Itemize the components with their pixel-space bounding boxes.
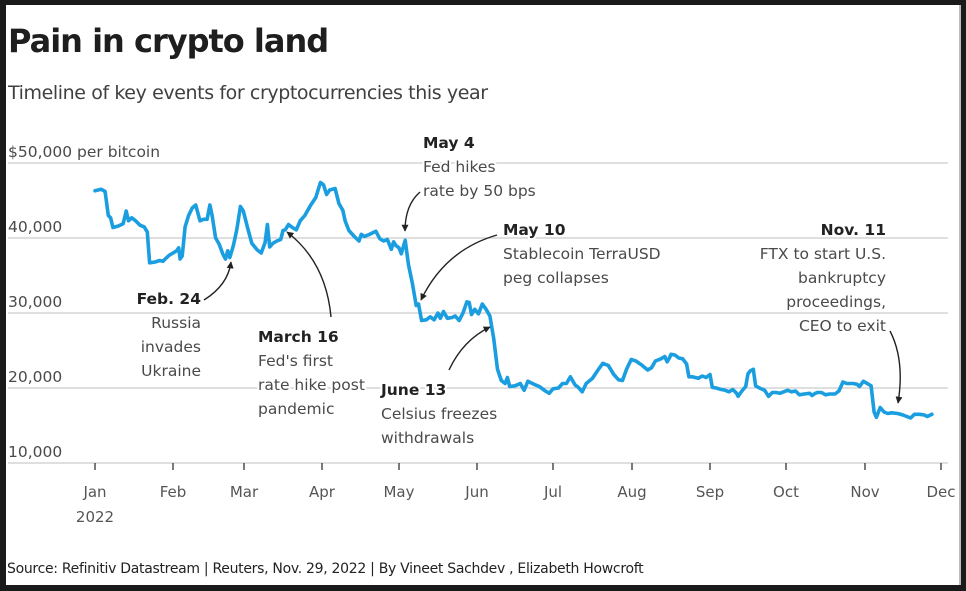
annotation-arrow <box>889 330 903 404</box>
x-tick-label: Oct <box>773 483 799 501</box>
annotation-text: Fed hikes <box>423 158 496 176</box>
x-tick-label: Apr <box>309 483 336 501</box>
annotation-text: pandemic <box>258 400 334 418</box>
annotation-text: CEO to exit <box>799 317 886 335</box>
annotation-text: bankruptcy <box>798 269 886 287</box>
annotation-date: March 16 <box>258 328 339 346</box>
annotation-date: Nov. 11 <box>821 221 886 239</box>
annotation-date: Feb. 24 <box>137 290 202 308</box>
chart-subtitle: Timeline of key events for cryptocurrenc… <box>8 82 488 104</box>
x-tick-label: Mar <box>230 483 259 501</box>
chart-title: Pain in crypto land <box>8 22 329 60</box>
annotation-arrow <box>401 191 421 232</box>
annotation-date: May 4 <box>423 134 475 152</box>
annotation-arrow <box>286 231 332 318</box>
annotation-text: Ukraine <box>141 362 201 380</box>
annotation-text: rate by 50 bps <box>423 182 536 200</box>
x-tick-label: Aug <box>617 483 646 501</box>
annotation-date: June 13 <box>380 381 446 399</box>
price-line-layer <box>93 180 934 420</box>
x-tick-label: Nov <box>850 483 879 501</box>
annotation-arrow <box>203 261 234 301</box>
annotation-text: Stablecoin TerraUSD <box>503 245 661 263</box>
x-axis: Jan 2022 Feb Mar Apr May Jun Jul Aug Sep Oct Nov Dec <box>76 463 956 526</box>
annotation-march-16: March 16 Fed's first rate hike post pandemi… <box>256 231 367 420</box>
annotations: Feb. 24 Russia invades Ukraine March 16 Fed's… <box>135 132 903 449</box>
annotation-arrow <box>420 234 498 301</box>
annotation-may-10: May 10 Stablecoin TerraUSD peg collapses <box>420 219 663 301</box>
gridlines <box>8 162 948 464</box>
y-tick-label: 20,000 <box>8 368 62 386</box>
x-tick-label: Jul <box>543 483 562 501</box>
chart-card <box>6 5 961 585</box>
x-tick-sublabel: 2022 <box>76 508 114 526</box>
annotation-text: FTX to start U.S. <box>760 245 886 263</box>
annotation-nov-11: Nov. 11 FTX to start U.S. bankruptcy procee… <box>758 219 903 404</box>
annotation-text: proceedings, <box>786 293 886 311</box>
annotation-date: May 10 <box>503 221 566 239</box>
x-tick-label: May <box>383 483 414 501</box>
x-tick-label: Dec <box>926 483 955 501</box>
x-tick-label: Sep <box>696 483 724 501</box>
y-tick-label: $50,000 per bitcoin <box>8 143 160 161</box>
annotation-may-4: May 4 Fed hikes rate by 50 bps <box>401 132 538 232</box>
annotation-feb-24: Feb. 24 Russia invades Ukraine <box>135 261 234 382</box>
y-axis-labels: $50,000 per bitcoin 40,000 30,000 20,000 10,… <box>8 143 160 461</box>
annotation-text: withdrawals <box>381 429 474 447</box>
bitcoin-price-line <box>93 180 934 420</box>
annotation-text: Russia <box>151 314 201 332</box>
source-note: Source: Refinitiv Datastream | Reuters, … <box>7 561 644 577</box>
x-tick-label: Jan <box>82 483 106 501</box>
annotation-text: invades <box>141 338 201 356</box>
y-tick-label: 10,000 <box>8 443 62 461</box>
annotation-text: Celsius freezes <box>381 405 497 423</box>
annotation-text: rate hike post <box>258 376 365 394</box>
annotation-june-13: June 13 Celsius freezes withdrawals <box>378 326 499 449</box>
x-tick-label: Jun <box>464 483 488 501</box>
y-tick-label: 30,000 <box>8 293 62 311</box>
annotation-text: peg collapses <box>503 269 609 287</box>
annotation-text: Fed's first <box>258 352 333 370</box>
x-tick-label: Feb <box>160 483 187 501</box>
y-tick-label: 40,000 <box>8 218 62 236</box>
annotation-arrow <box>448 326 491 371</box>
